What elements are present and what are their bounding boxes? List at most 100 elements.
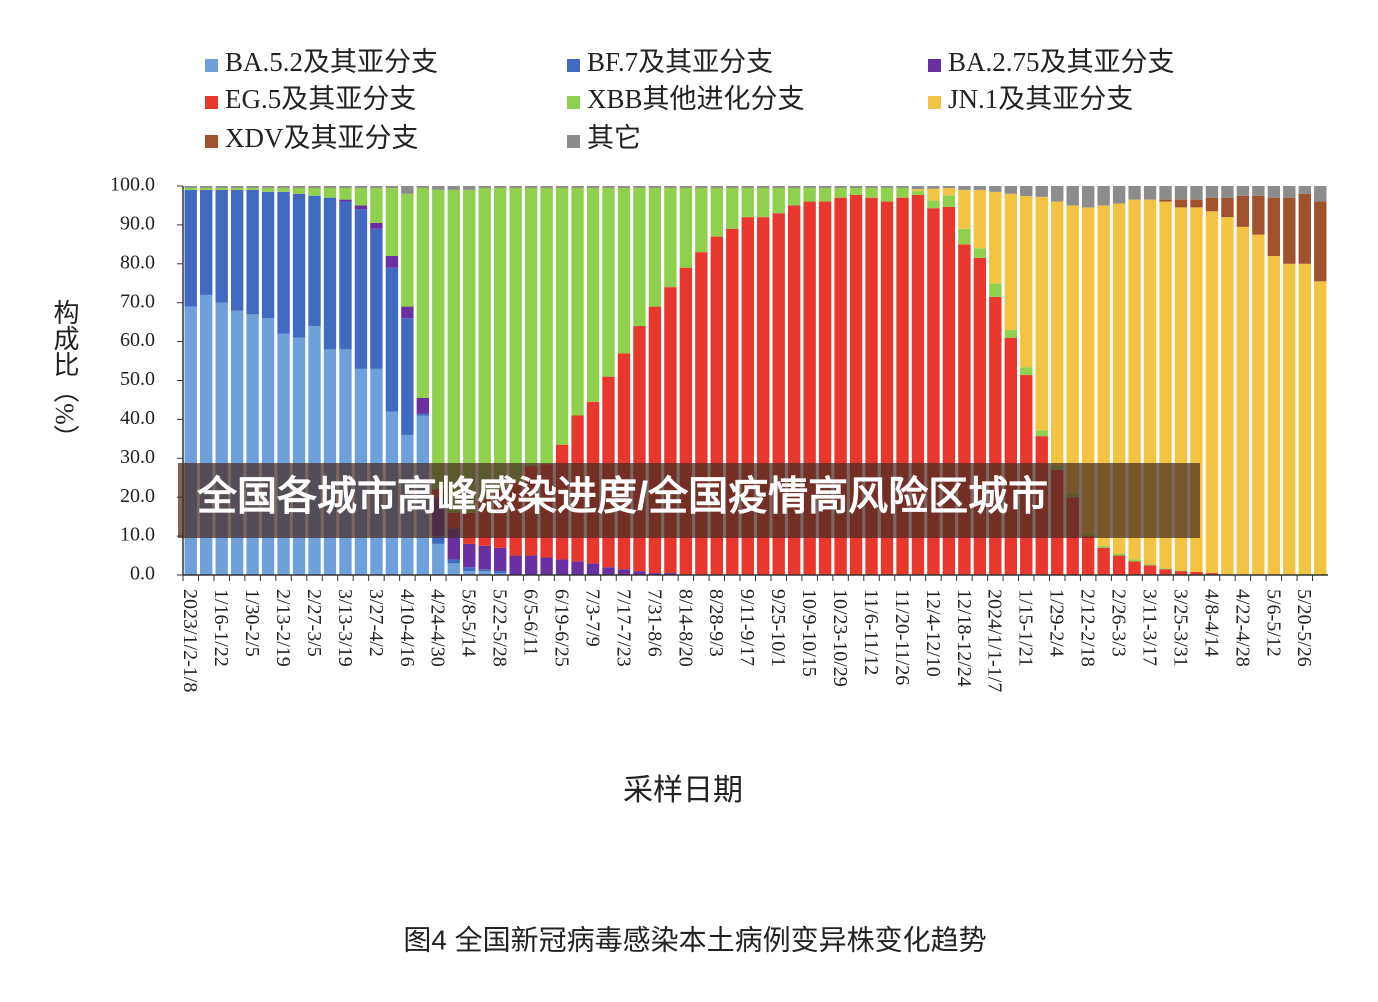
x-tick-label: 12/4-12/10 (922, 589, 944, 677)
x-tick-label: 4/24-4/30 (427, 589, 449, 667)
bar-segment (1143, 186, 1157, 200)
bar-segment (447, 563, 460, 575)
x-tick-label: 9/25-10/1 (767, 589, 789, 667)
bar-segment (1283, 263, 1296, 575)
bar-segment (1143, 564, 1157, 566)
bar-segment (1112, 553, 1126, 556)
x-tick-label: 7/3-7/9 (581, 589, 603, 647)
bar-segment (323, 186, 337, 188)
legend-swatch (205, 135, 218, 148)
x-tick-label: 4/8-4/14 (1200, 589, 1222, 657)
x-tick-label: 6/5-6/11 (520, 589, 542, 656)
x-tick-label: 1/29-2/4 (1046, 589, 1068, 657)
bar-segment (1143, 565, 1157, 575)
y-tick-label: 20.0 (120, 485, 155, 507)
bar-segment (1314, 201, 1327, 282)
bar-segment (633, 187, 646, 327)
bar-segment (1097, 186, 1110, 206)
bar-segment (478, 545, 491, 570)
x-tick-label: 5/22-5/28 (489, 589, 511, 667)
bar-segment (200, 189, 213, 295)
bar-segment (633, 186, 646, 188)
bar-segment (1205, 211, 1219, 574)
bar-segment (555, 186, 569, 188)
x-tick-label: 2023/1/2-1/8 (179, 589, 201, 692)
bar-segment (803, 186, 816, 188)
x-tick-label: 5/8-5/14 (458, 589, 480, 657)
bar-segment (1004, 329, 1017, 338)
bar-segment (787, 186, 801, 188)
y-tick-label: 40.0 (120, 407, 155, 429)
bar-segment (695, 186, 708, 188)
bar-segment (494, 573, 507, 575)
bar-segment (942, 186, 956, 188)
bar-segment (633, 571, 646, 575)
bar-segment (401, 306, 414, 319)
bar-segment (494, 187, 507, 490)
bar-segment (524, 186, 538, 188)
bar-segment (432, 186, 445, 190)
bar-segment (370, 222, 383, 229)
bar-segment (1159, 199, 1172, 202)
bar-segment (927, 186, 940, 189)
bar-segment (432, 543, 445, 575)
bar-segment (308, 195, 321, 327)
bar-segment (1236, 226, 1250, 575)
bar-segment (308, 186, 321, 188)
x-tick-label: 3/13-3/19 (334, 589, 356, 667)
bar-segment (834, 186, 847, 188)
bar-segment (1221, 186, 1234, 198)
bar-segment (1035, 186, 1048, 197)
bar-segment (617, 186, 631, 188)
bar-segment (1205, 186, 1219, 198)
bar-segment (292, 193, 306, 338)
legend-swatch (567, 135, 580, 148)
bar-segment (1190, 186, 1203, 200)
legend-label: BA.2.75及其亚分支 (948, 47, 1175, 77)
bar-segment (1252, 234, 1265, 575)
x-tick-label: 5/20-5/26 (1293, 589, 1315, 667)
bar-segment (463, 571, 476, 575)
bar-segment (571, 186, 584, 188)
bar-segment (1298, 263, 1311, 575)
bar-segment (292, 186, 306, 188)
bar-segment (478, 186, 491, 188)
x-tick-label: 9/11-9/17 (736, 589, 758, 666)
bar-segment (989, 186, 1002, 192)
legend-swatch (928, 96, 941, 109)
legend-label: BF.7及其亚分支 (587, 47, 773, 77)
bar-segment (385, 267, 399, 412)
bar-segment (478, 571, 491, 575)
bar-segment (586, 186, 600, 188)
bar-segment (1128, 561, 1141, 575)
bar-segment (911, 191, 925, 195)
bar-segment (896, 187, 909, 198)
bar-segment (1097, 547, 1110, 575)
legend-label: JN.1及其亚分支 (948, 84, 1133, 114)
bar-segment (432, 536, 445, 544)
bar-segment (1190, 571, 1203, 575)
bar-segment (277, 186, 290, 188)
bar-segment (1004, 186, 1017, 194)
bar-segment (648, 186, 662, 188)
bar-segment (1252, 195, 1265, 235)
bar-segment (1221, 197, 1234, 218)
bar-segment (679, 186, 693, 188)
bar-segment (323, 349, 337, 575)
x-tick-label: 1/15-1/21 (1015, 589, 1037, 667)
bar-segment (1314, 186, 1327, 202)
x-tick-label: 2/12-2/18 (1077, 589, 1099, 667)
bar-segment (1035, 196, 1048, 431)
bar-segment (664, 186, 677, 188)
x-tick-label: 2/27-3/5 (303, 589, 325, 657)
bar-segment (463, 186, 476, 190)
bar-segment (1267, 186, 1281, 198)
bar-segment (230, 189, 244, 311)
bar-segment (230, 186, 244, 188)
y-tick-label: 10.0 (120, 524, 155, 546)
bar-segment (586, 187, 600, 402)
bar-segment (726, 186, 739, 188)
bar-segment (958, 228, 971, 245)
bar-segment (989, 283, 1002, 297)
